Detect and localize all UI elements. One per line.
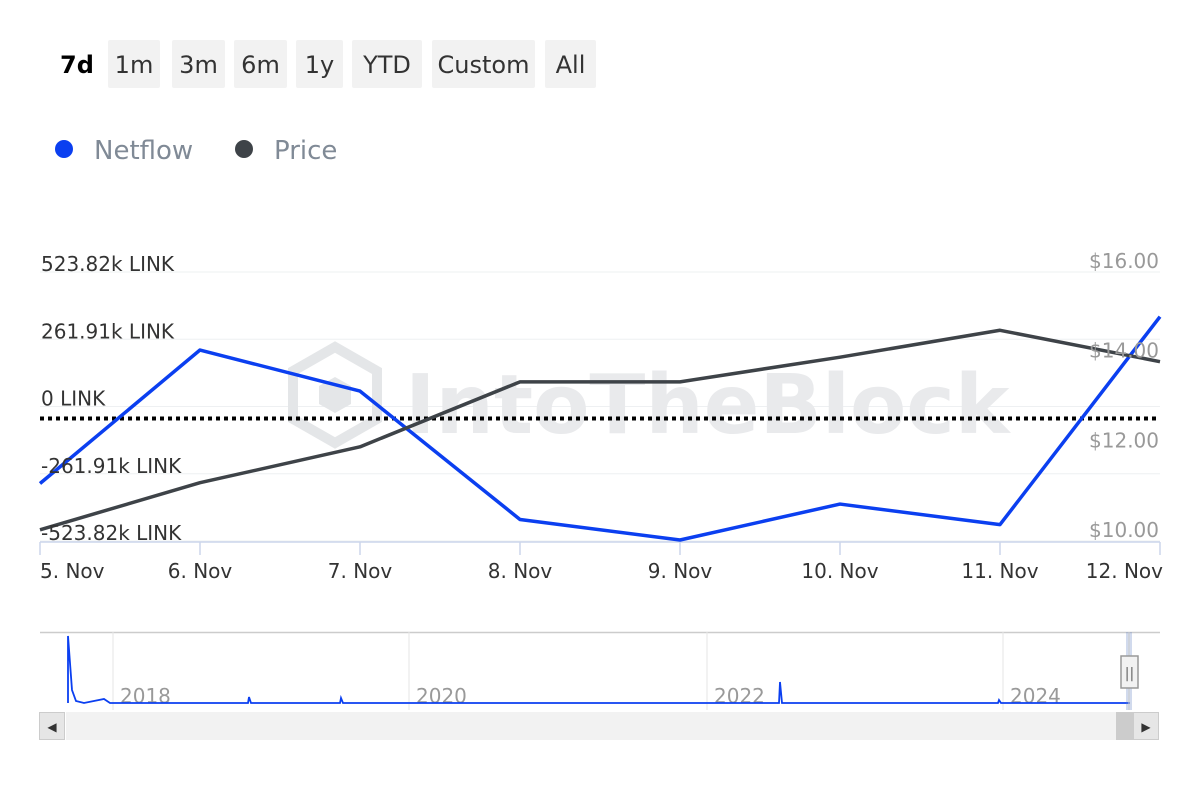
chart-series [38, 315, 1162, 542]
range-button-all[interactable]: All [545, 40, 596, 88]
legend-label-netflow: Netflow [94, 136, 194, 166]
navigator-scroll-right-button[interactable]: ▶ [1133, 712, 1159, 740]
legend-item-price[interactable]: Price [235, 133, 337, 169]
legend-label-price: Price [274, 136, 338, 166]
range-button-custom[interactable]: Custom [432, 40, 535, 88]
navigator-year-label: 2018 [120, 684, 171, 708]
range-button-6m[interactable]: 6m [234, 40, 287, 88]
navigator-handle-glyph: || [1125, 666, 1134, 682]
x-tick-label: 10. Nov [801, 559, 878, 583]
x-tick-label: 12. Nov [1086, 559, 1163, 583]
x-tick-label: 9. Nov [648, 559, 713, 583]
watermark: IntoTheBlock [288, 341, 1012, 453]
range-button-3m[interactable]: 3m [172, 40, 225, 88]
axis-labels: 523.82k LINK 261.91k LINK 0 LINK -261.91k L… [40, 249, 1163, 583]
y-right-tick-label: $12.00 [1089, 428, 1159, 452]
legend-item-netflow[interactable]: Netflow [55, 133, 193, 169]
y-left-tick-label: 261.91k LINK [41, 319, 175, 343]
y-right-tick-label: $16.00 [1089, 249, 1159, 273]
navigator-year-label: 2022 [714, 684, 765, 708]
navigator-year-label: 2020 [416, 684, 467, 708]
range-button-1y[interactable]: 1y [296, 40, 343, 88]
range-button-ytd[interactable]: YTD [352, 40, 422, 88]
watermark-text: IntoTheBlock [405, 358, 1012, 453]
series-line-netflow [38, 315, 1162, 542]
x-tick-label: 8. Nov [488, 559, 553, 583]
x-tick-label: 6. Nov [168, 559, 233, 583]
navigator-selected-window[interactable] [1126, 632, 1132, 710]
range-button-7d[interactable]: 7d [53, 40, 101, 88]
y-right-tick-label: $10.00 [1089, 518, 1159, 542]
grid-lines [40, 271, 1160, 542]
navigator-scrollbar-track[interactable] [66, 712, 1133, 740]
navigator-series-line [67, 635, 1130, 704]
y-left-tick-label: -261.91k LINK [41, 454, 182, 478]
x-tick-label: 11. Nov [961, 559, 1038, 583]
y-right-tick-label: $14.00 [1089, 339, 1159, 363]
series-line-price [39, 328, 1161, 532]
y-left-tick-label: 523.82k LINK [41, 252, 175, 276]
navigator-scrollbar-thumb[interactable] [1116, 712, 1133, 740]
navigator-year-label: 2024 [1010, 684, 1061, 708]
watermark-logo-icon [288, 341, 382, 449]
price-dot-icon [235, 139, 253, 158]
range-button-1m[interactable]: 1m [108, 40, 160, 88]
y-left-tick-label: 0 LINK [41, 387, 106, 411]
navigator-scroll-left-button[interactable]: ◀ [39, 712, 65, 740]
x-tick-label: 7. Nov [328, 559, 393, 583]
navigator-handle[interactable] [1120, 655, 1139, 689]
netflow-dot-icon [55, 139, 73, 158]
chart-axes [39, 416, 1161, 555]
y-left-tick-label: -523.82k LINK [41, 521, 182, 545]
x-tick-label: 5. Nov [40, 559, 105, 583]
